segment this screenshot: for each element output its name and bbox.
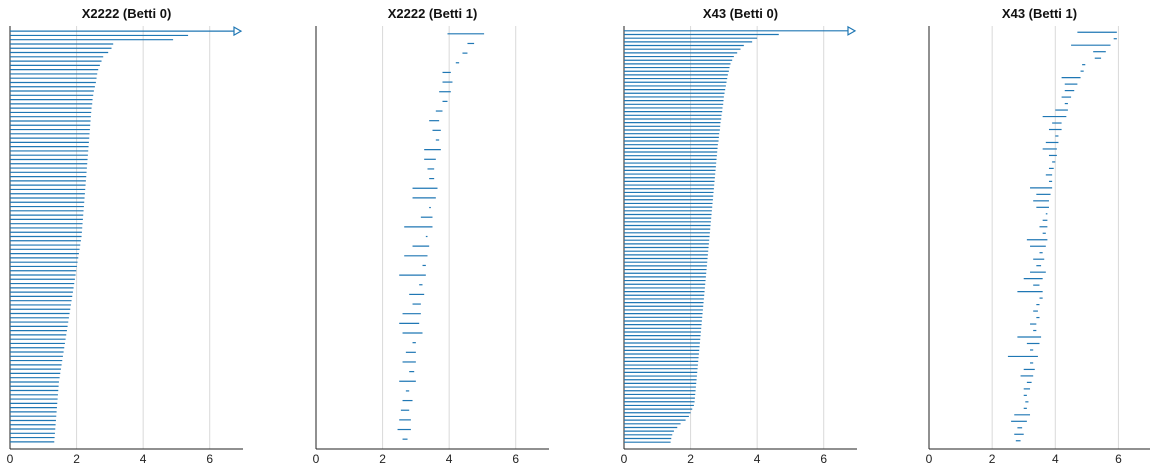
x-tick-label: 6 (206, 452, 213, 464)
x-tick-label: 4 (140, 452, 147, 464)
panel-x2222-betti-1: X2222 (Betti 1) 0 2 4 6 (313, 6, 549, 464)
panel-title: X2222 (Betti 1) (388, 6, 478, 21)
x-tick-label: 0 (621, 452, 628, 464)
x-tick-label: 6 (820, 452, 827, 464)
x-tick-label: 2 (687, 452, 694, 464)
x-tick-label: 2 (73, 452, 80, 464)
x-tick-label: 2 (989, 452, 996, 464)
x-tick-label: 0 (926, 452, 933, 464)
panel-x43-betti-0: X43 (Betti 0) 0 2 4 6 (621, 6, 857, 464)
panel-title: X2222 (Betti 0) (82, 6, 172, 21)
x-tick-label: 0 (7, 452, 14, 464)
panel-x2222-betti-0: X2222 (Betti 0) 0 2 4 6 (7, 6, 243, 464)
panel-title: X43 (Betti 0) (703, 6, 778, 21)
x-tick-label: 0 (313, 452, 320, 464)
x-tick-label: 6 (512, 452, 519, 464)
infinite-bar-arrow-icon (233, 26, 243, 37)
x-tick-label: 4 (754, 452, 761, 464)
x-tick-label: 4 (1052, 452, 1059, 464)
x-tick-label: 6 (1115, 452, 1122, 464)
x-tick-label: 4 (446, 452, 453, 464)
panel-title: X43 (Betti 1) (1002, 6, 1077, 21)
panel-x43-betti-1: X43 (Betti 1) 0 2 4 6 (926, 6, 1150, 464)
x-tick-label: 2 (379, 452, 386, 464)
infinite-bar-arrow-icon (847, 25, 857, 36)
